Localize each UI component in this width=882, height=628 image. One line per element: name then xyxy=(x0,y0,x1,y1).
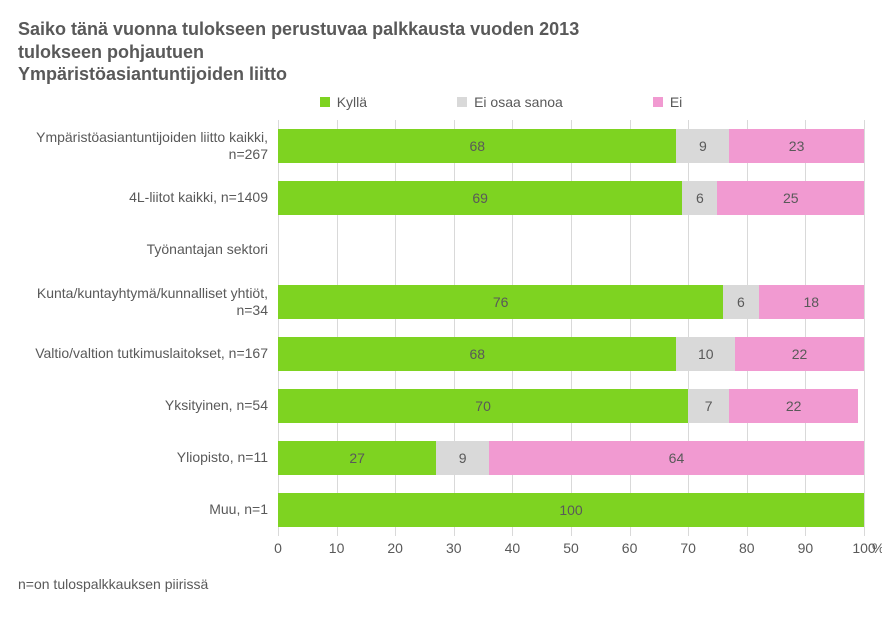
bar-row: 681022 xyxy=(278,328,864,380)
row-label: Yliopisto, n=11 xyxy=(18,432,278,484)
bar-row: 68923 xyxy=(278,120,864,172)
stacked-bar: 100 xyxy=(278,493,864,527)
chart-title: Saiko tänä vuonna tulokseen perustuvaa p… xyxy=(18,18,864,86)
legend: Kyllä Ei osaa sanoa Ei xyxy=(18,94,864,110)
legend-item-kylla: Kyllä xyxy=(320,94,367,110)
legend-label-ei: Ei xyxy=(670,94,682,110)
bar-segment-ei: 18 xyxy=(759,285,864,319)
bar-segment-eiosaa: 6 xyxy=(682,181,717,215)
x-axis-unit: % xyxy=(872,540,882,556)
row-label: Muu, n=1 xyxy=(18,484,278,536)
footnote: n=on tulospalkkauksen piirissä xyxy=(18,576,864,592)
stacked-bar: 681022 xyxy=(278,337,864,371)
bar-segment-eiosaa: 9 xyxy=(676,129,729,163)
bar-segment-ei: 25 xyxy=(717,181,864,215)
bar-segment-kylla: 76 xyxy=(278,285,723,319)
bar-row xyxy=(278,224,864,276)
stacked-bar: 68923 xyxy=(278,129,864,163)
x-tick: 60 xyxy=(622,540,638,556)
bar-segment-eiosaa: 9 xyxy=(436,441,489,475)
bar-row: 27964 xyxy=(278,432,864,484)
bar-segment-kylla: 69 xyxy=(278,181,682,215)
x-tick: 50 xyxy=(563,540,579,556)
y-axis-labels: Ympäristöasiantuntijoiden liitto kaikki,… xyxy=(18,120,278,564)
x-tick: 10 xyxy=(329,540,345,556)
legend-item-ei: Ei xyxy=(653,94,682,110)
bar-segment-ei: 64 xyxy=(489,441,864,475)
bar-row: 76618 xyxy=(278,276,864,328)
plot-area: 6892369625766186810227072227964100 xyxy=(278,120,864,536)
bar-segment-eiosaa: 10 xyxy=(676,337,735,371)
bar-segment-eiosaa: 7 xyxy=(688,389,729,423)
x-tick: 70 xyxy=(680,540,696,556)
gridline xyxy=(864,120,865,536)
row-label: Valtio/valtion tutkimuslaitokset, n=167 xyxy=(18,328,278,380)
row-label: Kunta/kuntayhtymä/kunnalliset yhtiöt, n=… xyxy=(18,276,278,328)
bar-row: 69625 xyxy=(278,172,864,224)
legend-label-eiosaa: Ei osaa sanoa xyxy=(474,94,563,110)
bar-segment-kylla: 70 xyxy=(278,389,688,423)
row-label: Ympäristöasiantuntijoiden liitto kaikki,… xyxy=(18,120,278,172)
title-line-2: tulokseen pohjautuen xyxy=(18,42,204,62)
bar-segment-kylla: 68 xyxy=(278,337,676,371)
bar-segment-kylla: 100 xyxy=(278,493,864,527)
bar-segment-ei: 22 xyxy=(735,337,864,371)
legend-label-kylla: Kyllä xyxy=(337,94,367,110)
title-line-1: Saiko tänä vuonna tulokseen perustuvaa p… xyxy=(18,19,579,39)
x-tick: 90 xyxy=(798,540,814,556)
stacked-bar: 69625 xyxy=(278,181,864,215)
stacked-bar: 76618 xyxy=(278,285,864,319)
title-line-3: Ympäristöasiantuntijoiden liitto xyxy=(18,64,287,84)
legend-swatch-ei xyxy=(653,97,663,107)
legend-swatch-eiosaa xyxy=(457,97,467,107)
legend-swatch-kylla xyxy=(320,97,330,107)
bar-row: 70722 xyxy=(278,380,864,432)
bar-segment-ei: 23 xyxy=(729,129,864,163)
row-label: 4L-liitot kaikki, n=1409 xyxy=(18,172,278,224)
x-axis: 0102030405060708090100% xyxy=(278,536,864,564)
bar-segment-kylla: 27 xyxy=(278,441,436,475)
bar-row: 100 xyxy=(278,484,864,536)
section-header-label: Työnantajan sektori xyxy=(18,224,278,276)
bar-segment-eiosaa: 6 xyxy=(723,285,758,319)
x-tick: 20 xyxy=(387,540,403,556)
x-tick: 40 xyxy=(505,540,521,556)
x-tick: 30 xyxy=(446,540,462,556)
plot-column: 6892369625766186810227072227964100 01020… xyxy=(278,120,864,564)
chart: Ympäristöasiantuntijoiden liitto kaikki,… xyxy=(18,120,864,564)
bar-segment-ei: 22 xyxy=(729,389,858,423)
x-tick: 0 xyxy=(274,540,282,556)
row-label: Yksityinen, n=54 xyxy=(18,380,278,432)
x-tick: 80 xyxy=(739,540,755,556)
legend-item-eiosaa: Ei osaa sanoa xyxy=(457,94,563,110)
stacked-bar: 70722 xyxy=(278,389,864,423)
bar-segment-kylla: 68 xyxy=(278,129,676,163)
stacked-bar: 27964 xyxy=(278,441,864,475)
